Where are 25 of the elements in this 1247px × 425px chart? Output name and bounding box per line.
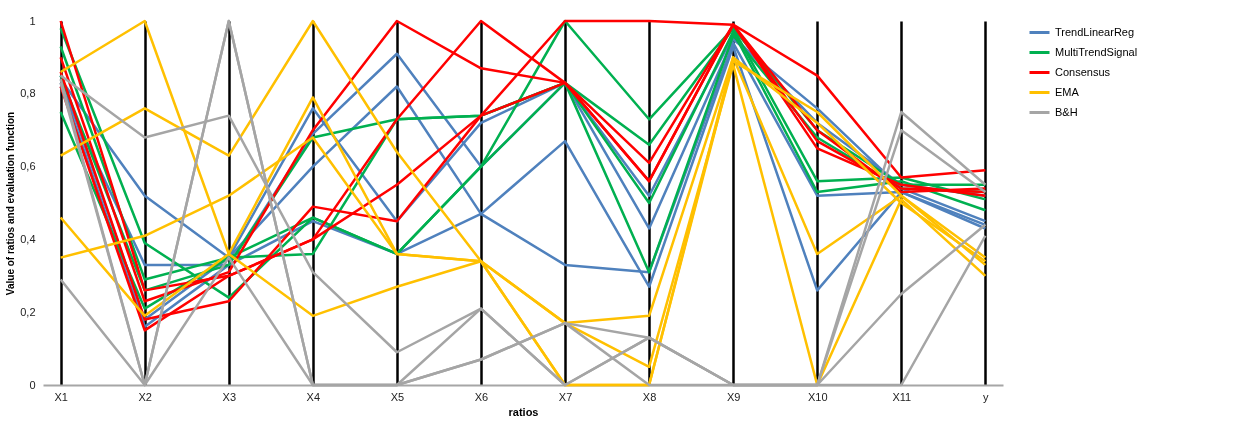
x-tick-label: X6 [474, 390, 489, 403]
y-tick-label: 0,6 [20, 160, 36, 173]
x-axis-title: ratios [508, 405, 539, 418]
legend-label: EMA [1055, 85, 1080, 98]
y-tick-label: 0,2 [20, 305, 36, 318]
x-tick-label: X7 [558, 390, 573, 403]
y-tick-label: 0,4 [20, 232, 36, 245]
legend-label: TrendLinearReg [1055, 25, 1135, 38]
x-tick-label: X3 [222, 390, 237, 403]
x-tick-label: X4 [306, 390, 321, 403]
legend-label: Consensus [1055, 65, 1111, 78]
y-tick-label: 0 [29, 378, 36, 391]
legend-label: MultiTrendSignal [1055, 45, 1138, 58]
x-tick-label: X11 [892, 390, 912, 403]
x-tick-label: X1 [54, 390, 68, 403]
x-tick-label: X9 [726, 390, 741, 403]
y-tick-label: 1 [29, 14, 36, 27]
x-tick-label: X10 [807, 390, 828, 403]
x-tick-label: X8 [642, 390, 657, 403]
y-tick-label: 0,8 [20, 87, 36, 100]
x-tick-label: X5 [390, 390, 405, 403]
x-tick-label: X2 [138, 390, 152, 403]
y-axis-title: Value of ratios and evaluation function [5, 111, 17, 296]
legend-label: B&H [1055, 105, 1078, 118]
x-tick-label: y [983, 390, 990, 403]
